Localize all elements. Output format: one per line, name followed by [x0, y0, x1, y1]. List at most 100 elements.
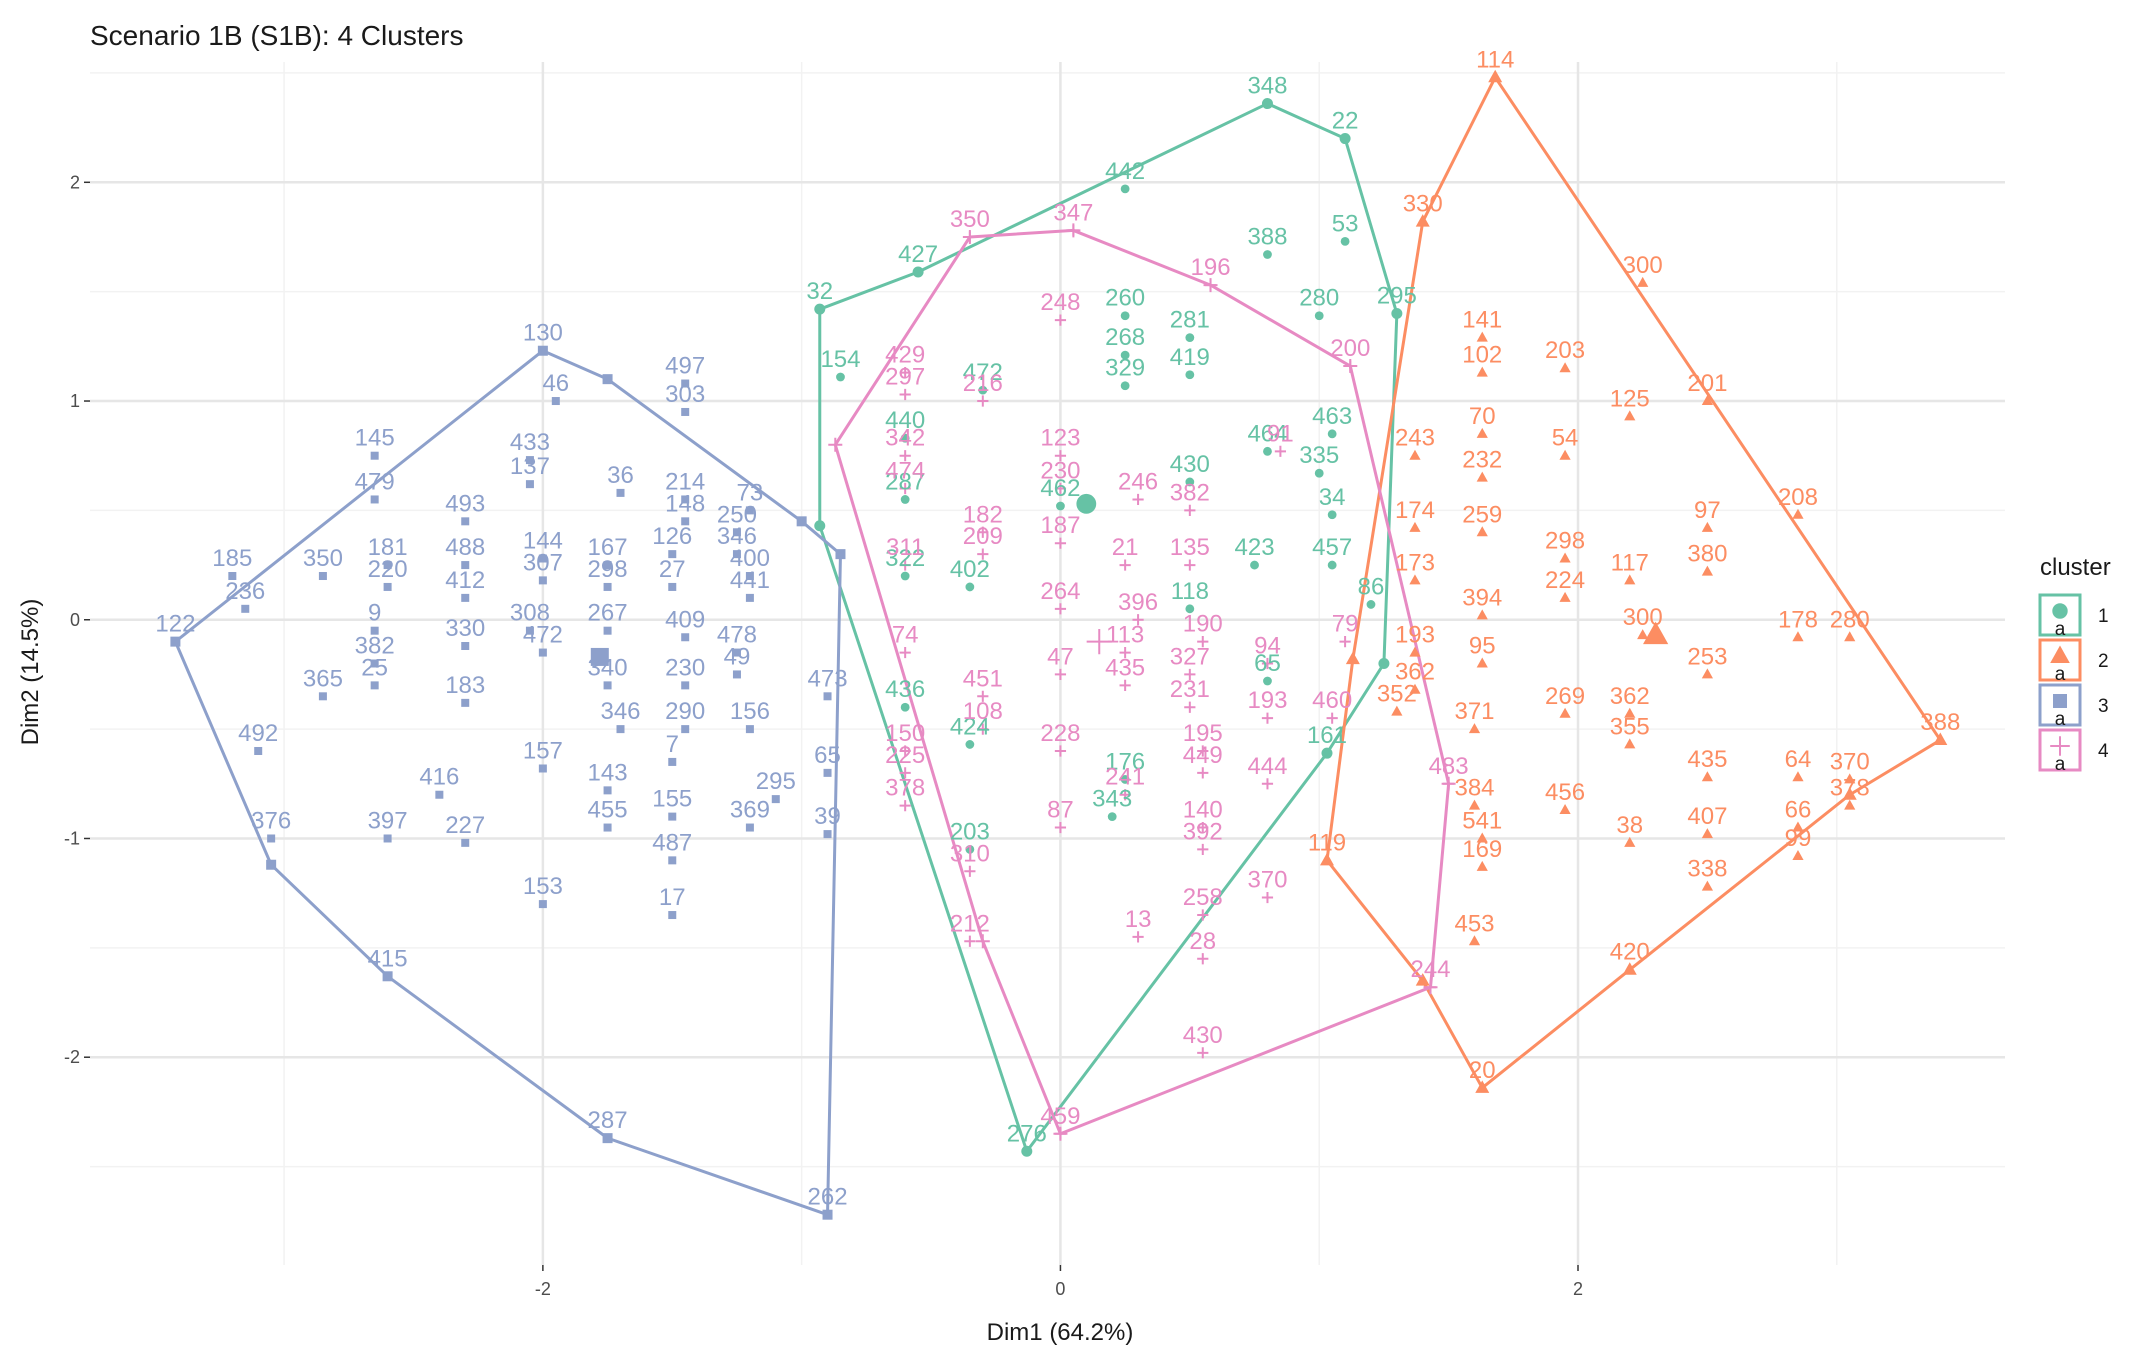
point-plus	[964, 865, 976, 877]
point-label: 117	[1611, 549, 1649, 576]
point-plus	[1054, 482, 1067, 495]
point-square	[370, 495, 379, 504]
point-square	[525, 626, 534, 635]
point-triangle	[1409, 449, 1421, 460]
point-circle	[965, 740, 975, 749]
point-circle	[1263, 676, 1272, 686]
point-label: 21	[1112, 534, 1139, 561]
point-label: 203	[950, 818, 990, 845]
point-label: 262	[808, 1184, 848, 1211]
point-triangle	[1476, 366, 1488, 377]
cluster-hull-4	[833, 228, 1451, 1136]
point-square	[796, 516, 807, 527]
point-label: 463	[1312, 403, 1352, 430]
point-triangle	[1417, 215, 1429, 226]
legend-glyph: a	[2055, 709, 2066, 730]
point-square	[435, 790, 444, 799]
point-square	[603, 626, 612, 635]
point-plus	[1197, 745, 1209, 757]
point-circle	[1322, 748, 1332, 758]
point-label: 348	[1247, 73, 1287, 100]
cluster-centroid-3	[590, 647, 609, 666]
point-triangle	[1345, 651, 1360, 665]
point-label: 298	[1545, 528, 1585, 555]
point-label: 176	[1105, 748, 1145, 775]
point-label: 394	[1462, 584, 1502, 611]
point-label: 493	[445, 490, 485, 517]
point-label: 267	[588, 600, 628, 627]
point-label: 181	[368, 534, 408, 561]
point-square	[603, 786, 612, 795]
point-square	[461, 642, 470, 651]
x-tick-label: 0	[1055, 1279, 1065, 1299]
point-label: 156	[730, 698, 770, 725]
point-label: 87	[1047, 797, 1074, 824]
point-label: 424	[950, 713, 990, 740]
point-label: 125	[1610, 385, 1650, 412]
point-label: 27	[659, 556, 686, 583]
point-label: 397	[368, 807, 408, 834]
point-plus	[1197, 909, 1209, 921]
point-label: 456	[1545, 779, 1585, 806]
point-triangle	[1468, 935, 1481, 946]
point-label: 123	[1040, 425, 1080, 452]
point-square	[668, 911, 677, 920]
point-label: 143	[588, 759, 628, 786]
point-plus	[1443, 778, 1455, 790]
point-plus	[1119, 789, 1131, 801]
point-triangle	[1624, 738, 1636, 749]
point-square	[538, 554, 547, 563]
point-plus	[1197, 953, 1209, 965]
point-square	[551, 397, 560, 406]
point-label: 108	[963, 698, 1003, 725]
point-square	[745, 506, 754, 515]
point-label: 161	[1307, 722, 1347, 749]
point-label: 412	[445, 567, 485, 594]
cluster-centroid-2	[1643, 621, 1669, 645]
point-plus	[1424, 981, 1437, 993]
point-square	[254, 746, 263, 755]
point-triangle	[1489, 71, 1501, 82]
point-triangle	[1409, 646, 1421, 657]
point-triangle	[1409, 683, 1421, 694]
point-label: 64	[1785, 746, 1812, 773]
point-label: 460	[1312, 687, 1352, 714]
point-label: 327	[1170, 643, 1210, 670]
point-triangle	[1844, 631, 1856, 642]
point-square	[461, 593, 470, 602]
point-label: 250	[717, 501, 757, 528]
point-plus	[1344, 360, 1356, 372]
x-tick-label: -2	[535, 1279, 551, 1299]
point-triangle	[1701, 828, 1713, 839]
point-circle	[1378, 658, 1390, 669]
point-label: 259	[1462, 501, 1502, 528]
point-square	[668, 582, 677, 591]
legend-label-3: 3	[2098, 696, 2109, 717]
point-label: 380	[1687, 541, 1727, 568]
point-plus	[1197, 636, 1209, 648]
point-triangle	[1701, 395, 1713, 406]
point-square	[603, 582, 612, 591]
point-label: 228	[1040, 720, 1080, 747]
point-square	[538, 346, 547, 355]
point-square	[603, 561, 612, 570]
point-label: 150	[885, 720, 925, 747]
point-circle	[1263, 250, 1272, 259]
data-points	[170, 69, 1948, 1220]
point-label: 102	[1462, 342, 1502, 369]
point-square	[383, 561, 392, 570]
point-circle	[1340, 236, 1350, 246]
point-label: 436	[885, 676, 925, 703]
point-label: 429	[885, 342, 925, 369]
point-label: 416	[419, 764, 459, 791]
point-triangle	[1476, 1081, 1488, 1092]
point-label: 86	[1358, 573, 1385, 600]
point-plus	[899, 800, 911, 812]
point-square	[732, 648, 741, 657]
point-plus	[899, 388, 911, 401]
point-label: 343	[1092, 786, 1132, 813]
point-triangle	[1624, 707, 1636, 718]
point-label: 32	[806, 278, 833, 305]
point-plus	[1132, 493, 1144, 506]
point-label: 99	[1785, 825, 1812, 852]
